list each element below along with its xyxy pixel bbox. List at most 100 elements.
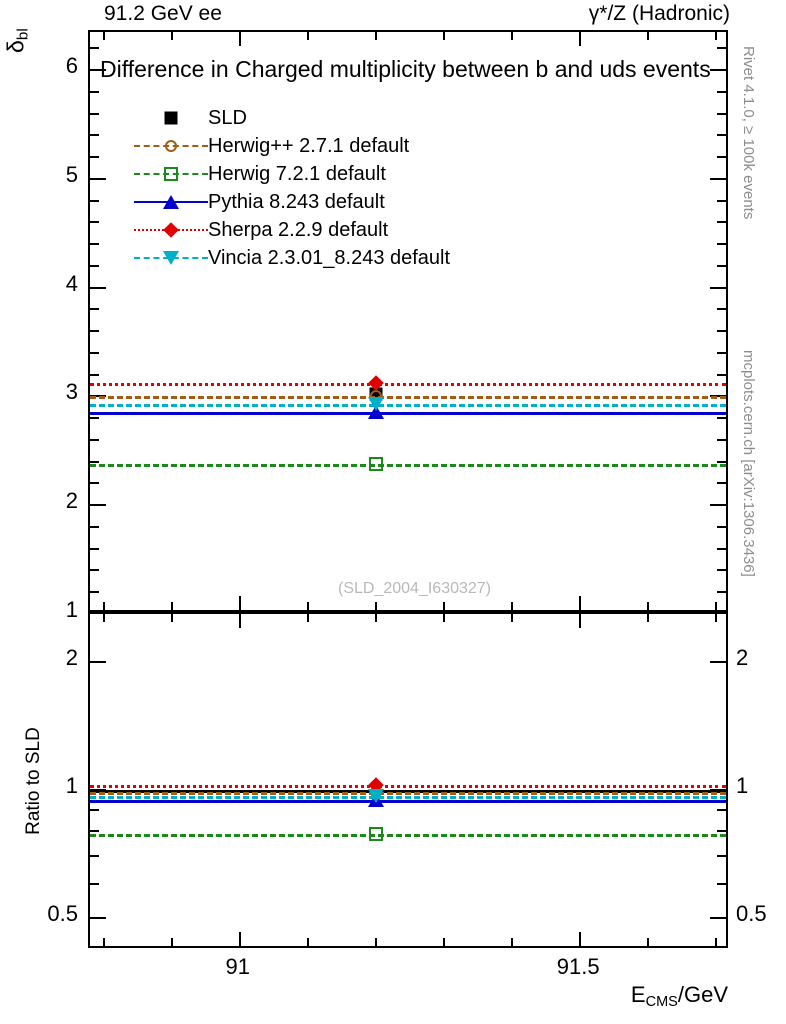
axis-tick xyxy=(717,591,726,594)
axis-tick xyxy=(90,308,99,311)
axis-tick xyxy=(443,32,446,40)
legend-marker xyxy=(163,251,179,265)
y-axis-label-symbol: δ xyxy=(2,40,29,53)
axis-tick xyxy=(647,602,650,610)
header-beam-energy: 91.2 GeV ee xyxy=(104,2,222,25)
y-tick-label-main: 6 xyxy=(65,53,78,79)
y-tick-label-main: 1 xyxy=(65,597,78,622)
axis-tick xyxy=(90,883,99,886)
axis-tick xyxy=(710,661,726,664)
axis-tick xyxy=(170,614,173,622)
axis-tick xyxy=(717,199,726,202)
legend-symbol xyxy=(134,106,208,130)
x-axis-label-unit: /GeV xyxy=(677,982,728,1007)
legend-item[interactable]: Pythia 8.243 default xyxy=(134,188,464,216)
credit-rivet: Rivet 4.1.0, ≥ 100k events xyxy=(740,46,757,220)
ratio-plot-panel xyxy=(88,612,728,948)
axis-tick xyxy=(717,134,726,137)
axis-tick xyxy=(511,614,514,622)
axis-tick xyxy=(717,351,726,354)
axis-tick xyxy=(647,614,650,622)
legend-label: SLD xyxy=(208,106,247,129)
data-marker-2 xyxy=(368,456,383,471)
axis-tick xyxy=(717,482,726,485)
axis-tick xyxy=(717,112,726,115)
plot-title: Difference in Charged multiplicity betwe… xyxy=(100,56,711,82)
axis-tick xyxy=(90,373,99,376)
axis-tick xyxy=(90,438,99,441)
legend-item[interactable]: Vincia 2.3.01_8.243 default xyxy=(134,244,464,272)
axis-tick xyxy=(511,32,514,40)
axis-tick xyxy=(90,264,99,267)
data-marker-5 xyxy=(367,397,384,412)
axis-tick xyxy=(90,504,106,507)
axis-tick xyxy=(717,417,726,420)
legend-marker xyxy=(163,195,179,209)
legend-marker xyxy=(164,167,178,181)
ratio-line-3 xyxy=(90,799,726,803)
legend-symbol xyxy=(134,162,208,186)
axis-tick xyxy=(102,602,105,610)
axis-tick xyxy=(90,90,99,93)
y-tick-label-ratio-right: 1 xyxy=(736,773,749,799)
axis-tick xyxy=(102,614,105,622)
legend-item[interactable]: SLD xyxy=(134,104,464,132)
axis-tick xyxy=(717,569,726,572)
axis-tick xyxy=(90,69,106,72)
legend-item[interactable]: Herwig++ 2.7.1 default xyxy=(134,132,464,160)
axis-tick xyxy=(443,938,446,946)
axis-tick xyxy=(717,460,726,463)
axis-tick xyxy=(443,602,446,610)
axis-tick xyxy=(710,69,726,72)
axis-tick xyxy=(717,156,726,159)
axis-tick xyxy=(90,47,99,50)
y-tick-label-ratio-right: 0.5 xyxy=(736,900,767,926)
legend-marker xyxy=(163,222,179,238)
axis-tick xyxy=(579,932,582,946)
x-tick-label: 91 xyxy=(225,954,251,979)
legend-symbol xyxy=(134,218,208,242)
axis-tick xyxy=(90,134,99,137)
axis-tick xyxy=(90,112,99,115)
data-line-4 xyxy=(90,383,726,387)
axis-tick xyxy=(90,808,99,811)
x-axis-label: ECMS/GeV xyxy=(631,982,728,1010)
axis-tick xyxy=(443,614,446,622)
axis-tick xyxy=(717,308,726,311)
axis-tick xyxy=(90,221,99,224)
ratio-line-4 xyxy=(90,784,726,788)
axis-tick xyxy=(374,602,377,610)
legend-item[interactable]: Herwig 7.2.1 default xyxy=(134,160,464,188)
axis-tick xyxy=(90,351,99,354)
axis-tick xyxy=(717,264,726,267)
axis-tick xyxy=(715,614,718,622)
axis-tick xyxy=(374,32,377,40)
axis-tick xyxy=(170,938,173,946)
axis-tick xyxy=(710,177,726,180)
axis-tick xyxy=(238,932,241,946)
x-axis-label-symbol: E xyxy=(630,982,646,1007)
axis-tick xyxy=(717,547,726,550)
axis-tick xyxy=(170,32,173,40)
x-tick-label: 91.5 xyxy=(556,954,600,979)
axis-tick xyxy=(647,32,650,40)
legend-item[interactable]: Sherpa 2.2.9 default xyxy=(134,216,464,244)
axis-tick xyxy=(511,602,514,610)
axis-tick xyxy=(90,482,99,485)
axis-tick xyxy=(717,243,726,246)
y-tick-label-main: 4 xyxy=(65,270,78,296)
axis-tick xyxy=(306,614,309,622)
axis-tick xyxy=(306,602,309,610)
y-tick-label-main: 2 xyxy=(65,488,78,514)
axis-tick xyxy=(90,156,99,159)
axis-tick xyxy=(717,525,726,528)
axis-tick xyxy=(717,854,726,857)
legend-label: Vincia 2.3.01_8.243 default xyxy=(208,246,451,269)
axis-tick xyxy=(579,596,582,610)
ratio-plot-area xyxy=(90,614,726,946)
data-line-3 xyxy=(90,411,726,415)
ratio-marker-5 xyxy=(367,788,384,803)
data-line-2 xyxy=(90,463,726,467)
legend-label: Pythia 8.243 default xyxy=(208,190,385,213)
